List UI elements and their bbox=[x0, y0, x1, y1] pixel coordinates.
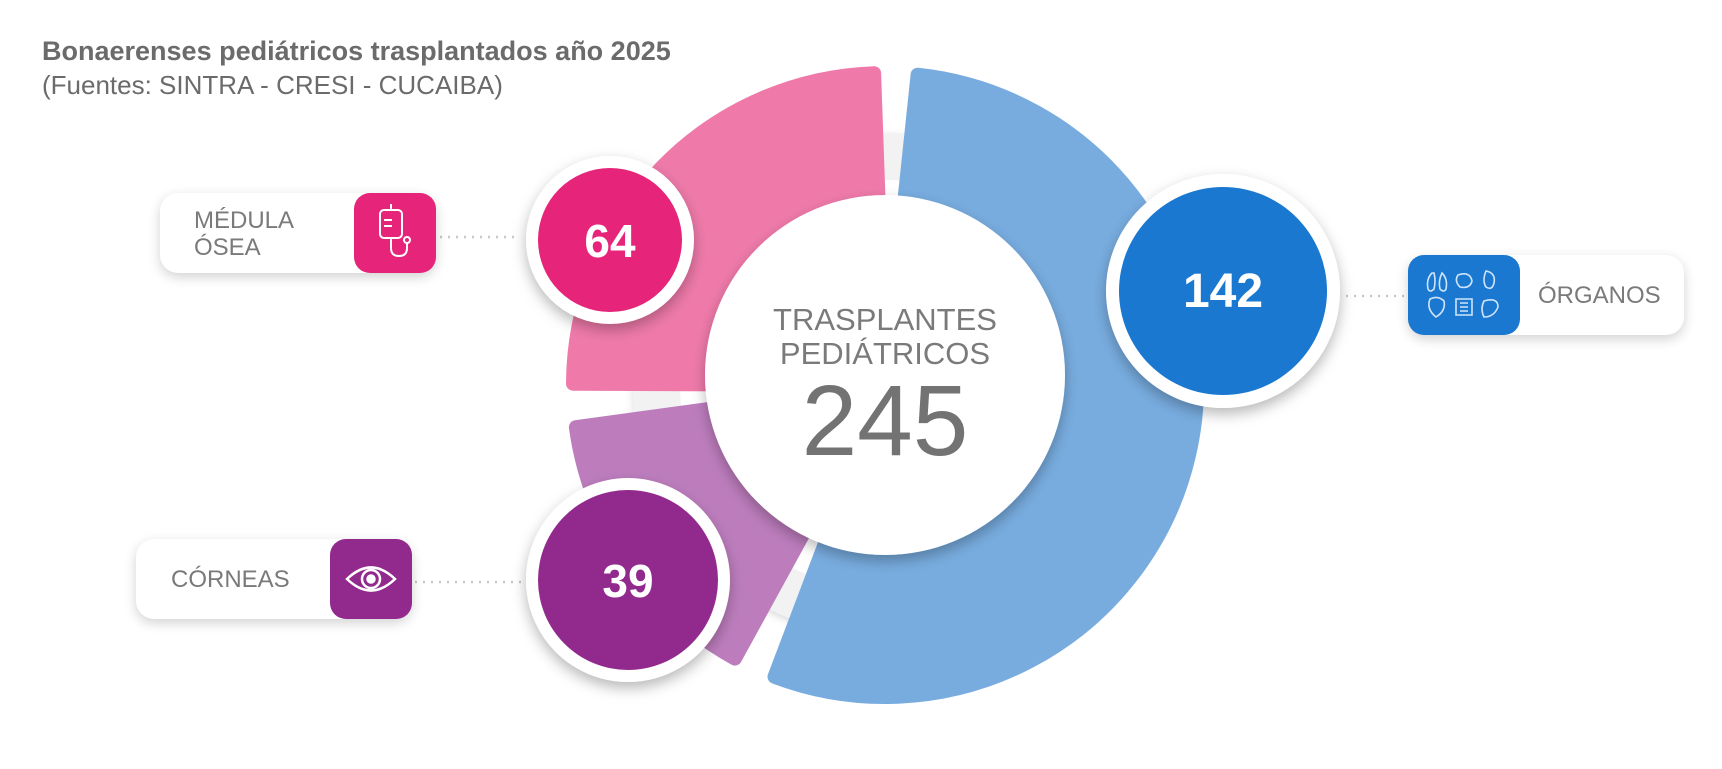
center-disk bbox=[705, 195, 1065, 555]
bubble-organos-fill bbox=[1119, 187, 1327, 395]
bubble-corneas: 39 bbox=[526, 478, 730, 682]
bubble-organos: 142 bbox=[1106, 174, 1340, 408]
legend-label-corneas: CÓRNEAS bbox=[171, 566, 290, 593]
center-total: 245 bbox=[802, 365, 969, 477]
chart-subtitle: (Fuentes: SINTRA - CRESI - CUCAIBA) bbox=[42, 70, 503, 100]
value-label-corneas: 39 bbox=[602, 555, 653, 607]
legend-label-organos: ÓRGANOS bbox=[1538, 282, 1661, 309]
iv-bag-icon bbox=[354, 193, 436, 273]
legend-card-medula: MÉDULA ÓSEA bbox=[160, 193, 436, 273]
legend-label-medula: MÉDULA ÓSEA bbox=[194, 207, 295, 261]
legend-card-corneas: CÓRNEAS bbox=[136, 539, 412, 619]
center-label-line2: PEDIÁTRICOS bbox=[780, 336, 990, 371]
legend-card-organos: ÓRGANOS bbox=[1408, 255, 1684, 335]
value-label-organos: 142 bbox=[1183, 265, 1263, 318]
bubble-medula-fill bbox=[538, 168, 682, 312]
center-label-line1: TRASPLANTES bbox=[773, 302, 997, 337]
eye-icon bbox=[330, 539, 412, 619]
organs-icon bbox=[1408, 255, 1520, 335]
bubble-medula: 64 bbox=[526, 156, 694, 324]
value-label-medula: 64 bbox=[584, 215, 636, 267]
bubble-corneas-fill bbox=[538, 490, 718, 670]
chart-title: Bonaerenses pediátricos trasplantados añ… bbox=[42, 36, 671, 66]
